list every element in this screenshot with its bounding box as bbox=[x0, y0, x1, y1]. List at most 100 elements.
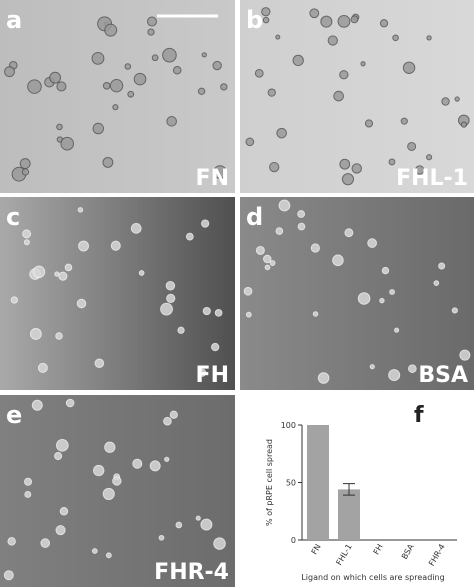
cell bbox=[297, 210, 306, 218]
cell bbox=[441, 97, 450, 106]
cell bbox=[245, 311, 252, 318]
cell bbox=[60, 136, 74, 151]
cell bbox=[332, 254, 344, 267]
cell bbox=[275, 34, 281, 40]
cell bbox=[388, 158, 396, 166]
cell bbox=[245, 137, 255, 147]
cell bbox=[93, 464, 105, 477]
x-tick-label: FHR-4 bbox=[427, 543, 447, 568]
cell bbox=[158, 534, 165, 541]
panel-letter: a bbox=[6, 6, 22, 34]
micrograph bbox=[0, 197, 235, 390]
x-axis-label: Ligand on which cells are spreading bbox=[301, 573, 444, 582]
y-tick-label: 50 bbox=[286, 479, 296, 488]
cell bbox=[166, 293, 176, 303]
cell bbox=[392, 34, 399, 42]
cell bbox=[102, 487, 115, 500]
cell bbox=[110, 240, 121, 251]
cell bbox=[364, 119, 374, 128]
micrograph bbox=[0, 395, 235, 587]
cell bbox=[37, 362, 48, 373]
cell bbox=[312, 311, 319, 317]
cell bbox=[29, 328, 42, 340]
cell bbox=[220, 83, 228, 91]
cell bbox=[400, 117, 408, 125]
cell bbox=[21, 168, 30, 176]
cell bbox=[102, 81, 111, 90]
cell bbox=[379, 297, 385, 304]
cell bbox=[112, 104, 119, 111]
cell bbox=[130, 223, 142, 234]
cell bbox=[369, 364, 375, 370]
cell bbox=[177, 326, 185, 334]
cell bbox=[351, 163, 362, 174]
cell bbox=[433, 280, 440, 286]
cell bbox=[454, 96, 460, 102]
cell bbox=[56, 81, 67, 92]
cell bbox=[54, 452, 63, 461]
cell bbox=[4, 66, 15, 78]
cell bbox=[165, 281, 176, 291]
cell bbox=[124, 63, 132, 70]
error-bar bbox=[343, 483, 355, 496]
cell bbox=[297, 222, 306, 231]
cell bbox=[214, 308, 223, 317]
cell bbox=[389, 289, 395, 295]
cell bbox=[198, 368, 207, 377]
cell bbox=[367, 238, 377, 248]
cell bbox=[58, 271, 68, 281]
y-tick-label: 0 bbox=[291, 536, 296, 545]
cell bbox=[92, 122, 105, 135]
cell bbox=[426, 154, 433, 161]
cell bbox=[414, 165, 425, 175]
cell bbox=[54, 271, 60, 277]
panel-label: FH bbox=[196, 363, 229, 388]
panel-label: BSA bbox=[418, 363, 468, 388]
panel-label: FN bbox=[196, 166, 229, 191]
cell bbox=[78, 240, 89, 252]
cell bbox=[262, 16, 270, 24]
cell bbox=[102, 156, 114, 168]
bar bbox=[338, 489, 360, 540]
cell bbox=[55, 525, 66, 536]
cell bbox=[275, 227, 284, 235]
cell bbox=[267, 88, 276, 97]
cell bbox=[320, 15, 333, 28]
cell bbox=[333, 90, 344, 102]
cell bbox=[49, 71, 62, 84]
cell bbox=[255, 245, 265, 255]
cell bbox=[337, 14, 351, 28]
cell bbox=[350, 15, 359, 24]
cell bbox=[243, 286, 253, 296]
cell bbox=[23, 239, 30, 246]
panel-label: FHR-4 bbox=[154, 560, 229, 585]
cell bbox=[3, 570, 14, 581]
cell bbox=[317, 372, 330, 384]
cell bbox=[339, 70, 349, 80]
cell bbox=[197, 87, 206, 95]
cell bbox=[163, 416, 172, 426]
cell bbox=[278, 199, 291, 212]
cell bbox=[91, 51, 105, 65]
x-tick-label: BSA bbox=[400, 542, 416, 561]
cell bbox=[22, 229, 32, 239]
cell bbox=[202, 306, 211, 316]
cell bbox=[327, 35, 338, 46]
cell bbox=[213, 537, 226, 550]
cell bbox=[56, 439, 69, 452]
cell bbox=[133, 72, 147, 86]
cell bbox=[59, 507, 69, 516]
cell bbox=[56, 123, 63, 131]
micrograph bbox=[0, 0, 235, 193]
cell bbox=[379, 19, 389, 28]
cell bbox=[263, 254, 272, 264]
cell bbox=[32, 265, 46, 279]
cell bbox=[19, 158, 31, 170]
cell bbox=[408, 364, 417, 373]
cell bbox=[7, 537, 16, 546]
cell bbox=[112, 476, 122, 486]
cell bbox=[104, 23, 118, 37]
cell bbox=[201, 219, 210, 228]
cell bbox=[76, 298, 87, 309]
